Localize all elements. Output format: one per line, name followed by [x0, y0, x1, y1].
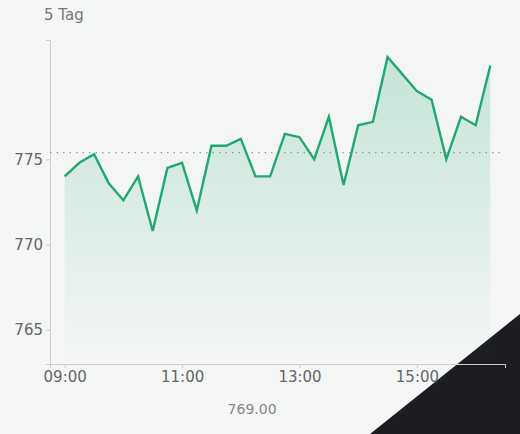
x-tick-label: 11:00 [161, 368, 204, 386]
y-tick: 775 [14, 151, 50, 169]
y-tick-label: 770 [14, 236, 43, 254]
title: 5 Tag [44, 6, 84, 24]
price-line [65, 57, 491, 231]
x-tick: 15:00 [396, 364, 439, 386]
x-tick: 11:00 [161, 364, 204, 386]
chart: 765 770 775 09:00 11:00 13:00 15:00 769.00 5 Tag [0, 0, 520, 434]
x-tick-label: 13:00 [278, 368, 321, 386]
y-axis: 765 770 775 [14, 41, 50, 365]
x-tick-label: 09:00 [44, 368, 87, 386]
y-tick: 765 [14, 321, 50, 339]
y-tick-mark [46, 330, 50, 331]
area [65, 57, 491, 364]
y-tick: 770 [14, 236, 50, 254]
y-tick-label: 765 [14, 321, 43, 339]
x-tick-label: 15:00 [396, 368, 439, 386]
x-axis: 09:00 11:00 13:00 15:00 [44, 364, 506, 386]
y-tick-mark [46, 245, 50, 246]
y-axis-line [46, 41, 51, 365]
plot: 765 770 775 09:00 11:00 13:00 15:00 769.00 [14, 41, 505, 418]
marks [50, 57, 505, 364]
y-tick-label: 775 [14, 151, 43, 169]
x-tick: 13:00 [278, 364, 321, 386]
x-tick: 09:00 [44, 364, 87, 386]
y-tick-mark [46, 159, 50, 160]
background [0, 0, 520, 434]
annotation: 769.00 [228, 401, 277, 417]
